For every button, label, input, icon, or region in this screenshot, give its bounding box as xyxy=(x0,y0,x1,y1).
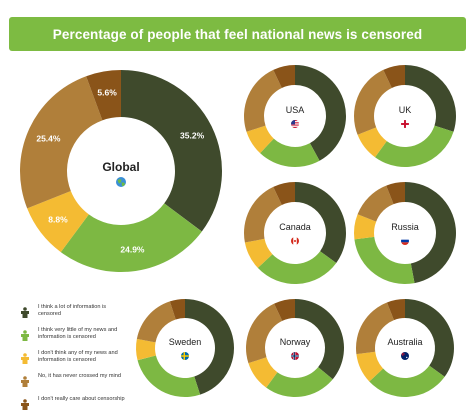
donut-slice xyxy=(60,203,202,272)
legend-label: I don't really care about censorship xyxy=(38,396,125,402)
sweden-flag-icon xyxy=(181,352,189,360)
donut-slice xyxy=(244,238,273,268)
donut-slice xyxy=(354,236,415,284)
donut-slice xyxy=(244,69,282,132)
donut-slice xyxy=(136,301,176,343)
globe-icon xyxy=(116,177,126,187)
donut-center-label: Sweden xyxy=(169,337,202,347)
donut-slice xyxy=(273,65,295,88)
legend-item: No, it has never crossed my mind xyxy=(20,373,130,393)
donut-slice xyxy=(121,70,222,232)
donut-slice xyxy=(405,299,454,377)
donut-slice xyxy=(405,182,456,284)
legend: I think a lot of information is censored… xyxy=(20,304,130,419)
donut-slice xyxy=(246,125,274,154)
donut-center-label: Canada xyxy=(279,222,311,232)
donut-slice xyxy=(86,70,121,121)
title-bar: Percentage of people that feel national … xyxy=(9,17,466,51)
donut-center-label: Australia xyxy=(387,337,422,347)
person-icon xyxy=(21,330,29,341)
donut-center-label: Norway xyxy=(280,337,311,347)
legend-label: I don't think any of my news and informa… xyxy=(38,350,118,363)
donut-slice xyxy=(137,355,201,397)
person-icon xyxy=(21,353,29,364)
donut-slice xyxy=(357,185,394,222)
usa-flag-icon xyxy=(291,120,299,128)
donut-center-label: USA xyxy=(286,105,305,115)
donut-slice xyxy=(27,190,89,253)
donut-slice xyxy=(185,299,234,395)
donut-center-label: UK xyxy=(399,105,412,115)
donut-slice xyxy=(405,65,457,132)
donut-slice xyxy=(375,125,454,168)
donut-slice xyxy=(354,214,377,240)
donut-slice xyxy=(19,76,103,209)
slice-value-label: 35.2% xyxy=(180,130,205,140)
person-icon xyxy=(21,307,29,318)
legend-label: No, it has never crossed my mind xyxy=(38,373,122,379)
donut-slice xyxy=(169,299,185,320)
legend-item: I don't think any of my news and informa… xyxy=(20,350,130,370)
donut-slice xyxy=(257,251,337,284)
chart-title: Percentage of people that feel national … xyxy=(52,26,423,42)
donut-slice xyxy=(369,365,445,397)
legend-label: I think very little of my news and infor… xyxy=(38,327,118,340)
russia-flag-icon xyxy=(401,237,409,245)
australia-flag-icon xyxy=(401,352,409,360)
person-icon xyxy=(21,399,29,410)
donut-slice xyxy=(260,138,320,167)
donut-slice xyxy=(386,182,405,205)
norway-flag-icon xyxy=(291,352,299,360)
donut-slice xyxy=(383,65,405,88)
donut-slice xyxy=(353,69,392,135)
slice-value-label: 25.4% xyxy=(36,134,61,144)
donut-slice xyxy=(248,357,278,388)
donut-slice xyxy=(244,186,282,243)
donut-slice xyxy=(295,182,347,263)
donut-slice xyxy=(274,299,295,321)
donut-slice xyxy=(273,182,295,205)
slice-value-label: 8.8% xyxy=(48,214,68,224)
legend-label: I think a lot of information is censored xyxy=(38,304,107,317)
donut-slice xyxy=(295,299,345,380)
donut-slice xyxy=(386,299,405,321)
donut-slice xyxy=(245,303,283,364)
donut-slice xyxy=(356,351,384,382)
legend-item: I don't really care about censorship xyxy=(20,396,130,416)
legend-item: I think a lot of information is censored xyxy=(20,304,130,324)
donut-center-label: Russia xyxy=(391,222,419,232)
slice-value-label: 5.6% xyxy=(97,88,117,98)
canada-flag-icon xyxy=(291,237,299,245)
person-icon xyxy=(21,376,29,387)
uk-flag-icon xyxy=(401,120,409,128)
slice-value-label: 24.9% xyxy=(120,245,145,255)
donut-slice xyxy=(295,65,346,161)
donut-center-label: Global xyxy=(102,160,139,174)
donut-slice xyxy=(357,127,387,158)
donut-slice xyxy=(136,338,156,361)
donut-slice xyxy=(266,367,333,398)
legend-item: I think very little of my news and infor… xyxy=(20,327,130,347)
donut-slice xyxy=(356,302,394,355)
